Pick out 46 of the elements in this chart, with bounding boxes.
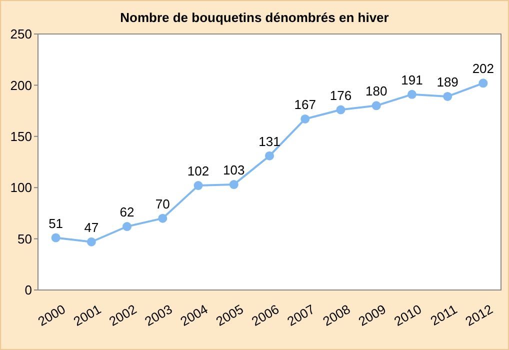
point [194, 181, 203, 190]
data-label: 51 [48, 216, 64, 231]
data-label: 62 [120, 204, 134, 220]
point [265, 151, 274, 160]
point [372, 101, 381, 110]
x-tick-label: 2006 [249, 301, 282, 329]
y-tick-label: 200 [10, 78, 32, 93]
y-tick-label: 50 [18, 231, 32, 246]
x-tick-label: 2002 [106, 301, 140, 329]
y-tick-label: 150 [10, 128, 32, 144]
chart-title: Nombre de bouquetins dénombrés en hiver [120, 10, 389, 25]
x-tick-label: 2000 [35, 301, 68, 329]
data-label: 202 [472, 61, 494, 76]
x-tick-label: 2007 [284, 301, 318, 329]
point [407, 90, 416, 99]
data-label: 176 [330, 88, 352, 103]
x-tick-label: 2008 [320, 301, 353, 329]
x-tick-label: 2001 [70, 301, 104, 329]
point [122, 222, 132, 232]
data-label: 167 [294, 96, 316, 112]
data-label: 189 [436, 74, 458, 90]
data-label: 131 [258, 134, 280, 149]
x-tick-label: 2012 [462, 301, 496, 329]
point [336, 105, 346, 114]
x-tick-label: 2011 [428, 301, 460, 328]
point [443, 92, 452, 101]
point [478, 78, 488, 88]
point [51, 233, 60, 242]
data-label: 103 [223, 162, 245, 178]
x-tick-label: 2010 [391, 301, 424, 329]
point [300, 114, 310, 124]
y-tick-label: 0 [24, 282, 32, 298]
data-label: 70 [155, 196, 170, 212]
x-tick-label: 2009 [356, 301, 388, 329]
point [86, 237, 96, 246]
point [229, 180, 238, 190]
data-label: 180 [365, 84, 388, 99]
x-tick-label: 2004 [178, 301, 210, 329]
y-tick-label: 100 [10, 180, 32, 196]
y-tick-label: 250 [10, 26, 32, 42]
point [158, 214, 168, 223]
data-label: 47 [84, 220, 99, 235]
x-tick-label: 2003 [142, 301, 175, 329]
data-label: 102 [187, 164, 210, 179]
x-tick-label: 2005 [213, 301, 246, 329]
data-label: 191 [401, 72, 423, 88]
